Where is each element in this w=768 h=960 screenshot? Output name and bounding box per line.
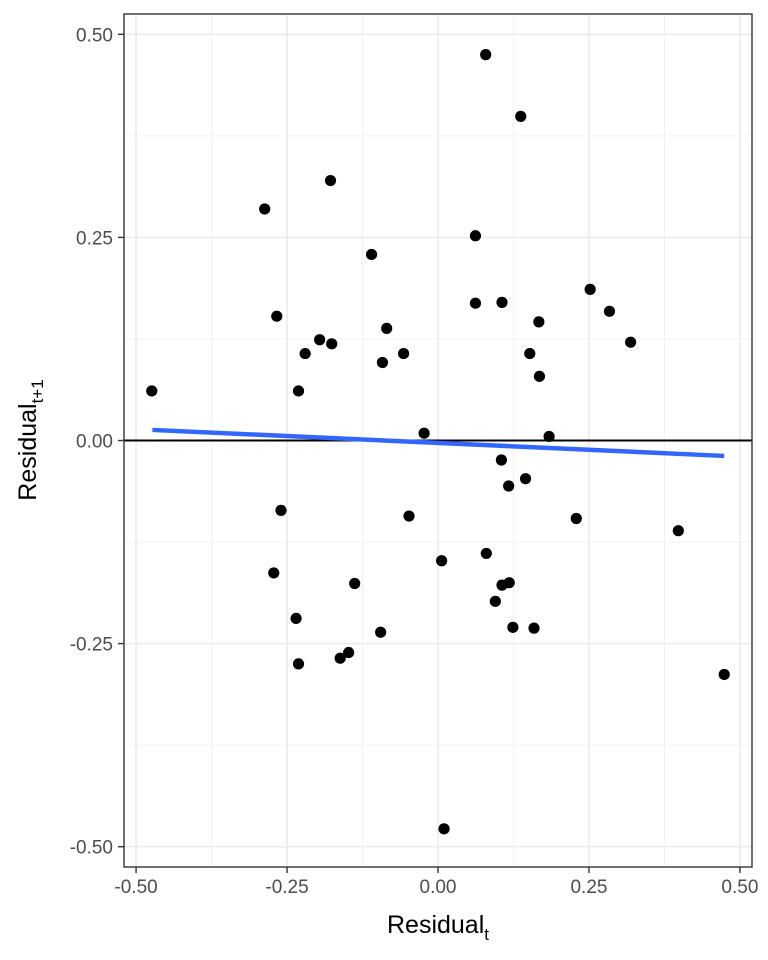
data-point xyxy=(625,336,637,348)
data-point xyxy=(533,316,545,328)
x-tick-label: -0.25 xyxy=(265,877,308,898)
data-point xyxy=(496,579,508,591)
data-point xyxy=(314,334,326,346)
x-tick-label: 0.50 xyxy=(721,877,758,898)
data-point xyxy=(496,296,508,308)
data-point xyxy=(381,322,393,334)
x-axis-title-main: Residual xyxy=(387,911,484,939)
data-point xyxy=(570,512,582,525)
data-point xyxy=(436,555,448,567)
x-tick-label: 0.25 xyxy=(570,877,607,898)
data-point xyxy=(271,310,283,322)
x-axis-title-sub: t xyxy=(484,925,489,944)
data-point xyxy=(603,305,616,317)
data-point xyxy=(376,356,389,369)
y-tick-label: 0.00 xyxy=(76,432,113,453)
y-axis-title: Residualt+1 xyxy=(14,379,47,500)
data-point xyxy=(326,338,338,350)
data-point xyxy=(292,658,305,670)
y-axis-title-main: Residual xyxy=(14,403,42,500)
data-point xyxy=(418,427,430,439)
data-point xyxy=(299,347,311,360)
x-axis-ticks: -0.50 -0.25 0.00 0.25 0.50 xyxy=(114,867,758,898)
data-point xyxy=(343,646,355,659)
data-point xyxy=(397,347,410,360)
data-point xyxy=(480,49,492,61)
y-axis-title-sub: t+1 xyxy=(28,379,47,403)
data-point xyxy=(584,283,596,295)
data-point xyxy=(146,385,158,397)
data-point xyxy=(524,347,536,360)
data-point xyxy=(469,230,482,242)
data-point xyxy=(515,110,527,122)
data-point xyxy=(503,480,515,492)
data-point xyxy=(718,668,730,681)
data-point xyxy=(375,626,387,638)
data-point xyxy=(480,547,492,560)
data-point xyxy=(438,823,450,835)
data-point xyxy=(292,385,305,397)
x-tick-label: 0.00 xyxy=(420,877,457,898)
data-point xyxy=(528,622,540,634)
data-point xyxy=(268,567,280,579)
data-point xyxy=(334,652,346,664)
y-tick-label: 0.25 xyxy=(76,228,113,249)
data-point xyxy=(543,430,555,443)
data-point xyxy=(507,621,519,633)
data-point xyxy=(349,577,361,590)
data-point xyxy=(495,454,508,466)
trend-line xyxy=(152,427,725,459)
y-tick-label: -0.50 xyxy=(70,838,113,859)
data-point xyxy=(489,595,501,607)
data-point xyxy=(403,510,415,522)
data-point xyxy=(365,248,378,261)
data-point xyxy=(469,297,482,309)
x-tick-label: -0.50 xyxy=(114,877,157,898)
x-axis-title: Residualt xyxy=(387,911,489,944)
data-point xyxy=(275,504,287,516)
data-point xyxy=(533,370,546,382)
data-points xyxy=(146,49,730,835)
y-axis-ticks: -0.50 -0.25 0.00 0.25 0.50 xyxy=(70,25,124,859)
y-tick-label: -0.25 xyxy=(70,635,113,656)
data-point xyxy=(519,473,532,485)
data-point xyxy=(324,174,337,187)
data-point xyxy=(290,612,302,625)
data-point xyxy=(672,525,684,537)
y-tick-label: 0.50 xyxy=(76,25,113,46)
data-point xyxy=(259,203,271,215)
